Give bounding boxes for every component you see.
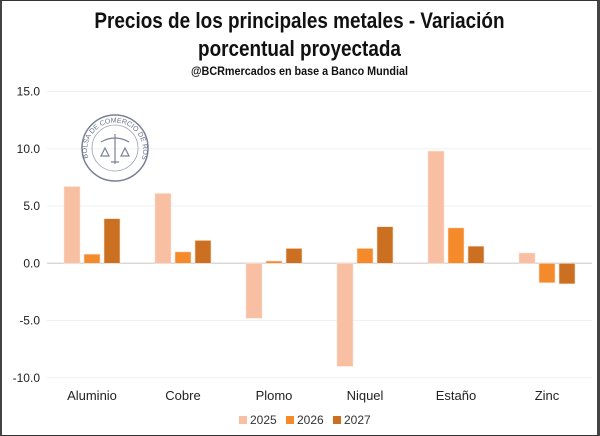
bar-estaño-2026 <box>447 227 465 264</box>
legend-label: 2025 <box>250 413 277 427</box>
bar-zinc-2027 <box>558 262 576 285</box>
bar-niquel-2027 <box>376 226 394 264</box>
bar-plomo-2025 <box>245 262 263 319</box>
bar-estaño-2025 <box>427 150 445 264</box>
chart-subtitle: @BCRmercados en base a Banco Mundial <box>190 64 408 78</box>
bcr-logo: BOLSA DE COMERCIO DE ROSARIO <box>81 114 149 182</box>
bar-aluminio-2025 <box>63 186 81 264</box>
legend-swatch-2026 <box>286 416 294 424</box>
legend-swatch-2027 <box>333 416 341 424</box>
y-tick-label: 15.0 <box>17 85 41 99</box>
y-tick-label: 5.0 <box>23 199 40 213</box>
legend-swatch-2025 <box>239 416 247 424</box>
x-category-label: Estaño <box>436 388 476 403</box>
chart-title: Precios de los principales metales - Var… <box>94 8 505 61</box>
bar-niquel-2026 <box>356 248 374 264</box>
bar-estaño-2027 <box>467 245 485 264</box>
y-tick-label: -10.0 <box>13 371 41 385</box>
y-tick-label: -5.0 <box>19 314 40 328</box>
y-tick-label: 10.0 <box>17 142 41 156</box>
x-category-label: Cobre <box>165 388 200 403</box>
x-category-label: Niquel <box>347 388 384 403</box>
bar-aluminio-2027 <box>103 218 121 264</box>
x-category-label: Zinc <box>535 388 560 403</box>
x-category-label: Aluminio <box>67 388 117 403</box>
legend-label: 2027 <box>344 413 371 427</box>
bar-cobre-2025 <box>154 193 172 264</box>
y-tick-label: 0.0 <box>23 256 40 270</box>
bar-plomo-2027 <box>285 248 303 264</box>
bar-cobre-2026 <box>174 251 192 264</box>
bar-zinc-2026 <box>538 262 556 284</box>
bar-cobre-2027 <box>194 240 212 264</box>
bar-zinc-2025 <box>518 252 536 264</box>
bar-plomo-2026 <box>265 260 283 264</box>
bar-aluminio-2026 <box>83 253 101 264</box>
legend-label: 2026 <box>297 413 324 427</box>
bar-niquel-2025 <box>336 262 354 367</box>
x-category-label: Plomo <box>256 388 293 403</box>
